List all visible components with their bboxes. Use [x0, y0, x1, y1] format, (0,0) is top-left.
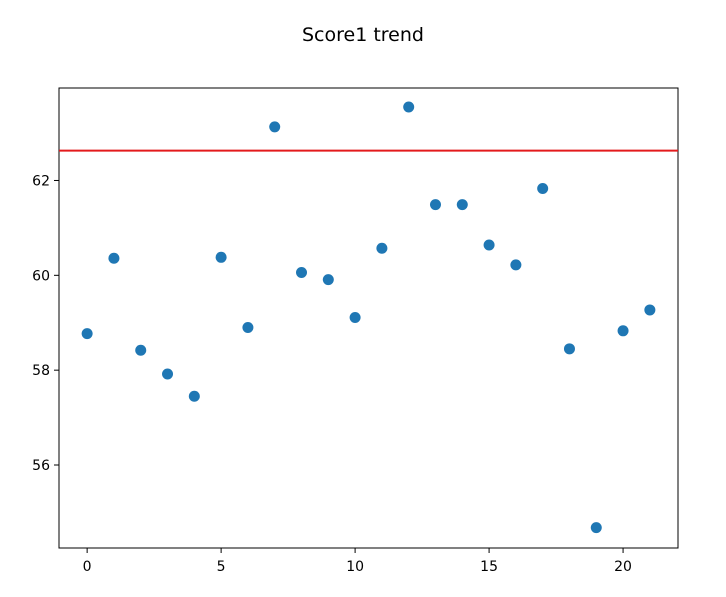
y-axis-ticks: 56 58 60 62: [32, 173, 59, 474]
scatter-point: [188, 390, 200, 402]
scatter-point: [349, 312, 361, 324]
scatter-point: [456, 199, 468, 211]
data-points: [81, 101, 656, 534]
scatter-point: [269, 121, 281, 133]
scatter-point: [81, 328, 93, 340]
scatter-point: [376, 242, 388, 254]
scatter-point: [403, 101, 415, 113]
x-tick-label: 10: [346, 559, 364, 575]
scatter-point: [215, 251, 227, 263]
scatter-point: [590, 522, 602, 534]
x-tick-label: 0: [83, 559, 92, 575]
scatter-point: [135, 344, 147, 356]
scatter-point: [617, 325, 629, 337]
scatter-point: [483, 239, 495, 251]
scatter-point: [242, 321, 254, 333]
x-tick-label: 20: [614, 559, 632, 575]
chart-title: Score1 trend: [302, 24, 424, 46]
y-tick-label: 56: [32, 458, 50, 474]
scatter-point: [429, 199, 441, 211]
scatter-point: [510, 259, 522, 271]
scatter-point: [108, 252, 120, 264]
y-tick-label: 60: [32, 268, 50, 284]
scatter-point: [296, 266, 308, 278]
x-tick-label: 15: [480, 559, 498, 575]
scatter-point: [537, 183, 549, 195]
y-tick-label: 62: [32, 173, 50, 189]
scatter-point: [162, 368, 174, 380]
axes: [58, 87, 679, 549]
scatter-point: [644, 304, 656, 316]
x-axis-ticks: 0 5 10 15 20: [83, 548, 632, 575]
scatter-point: [322, 274, 334, 286]
plot-frame: [58, 87, 679, 549]
scatter-point: [563, 343, 575, 355]
y-tick-label: 58: [32, 363, 50, 379]
x-tick-label: 5: [217, 559, 226, 575]
